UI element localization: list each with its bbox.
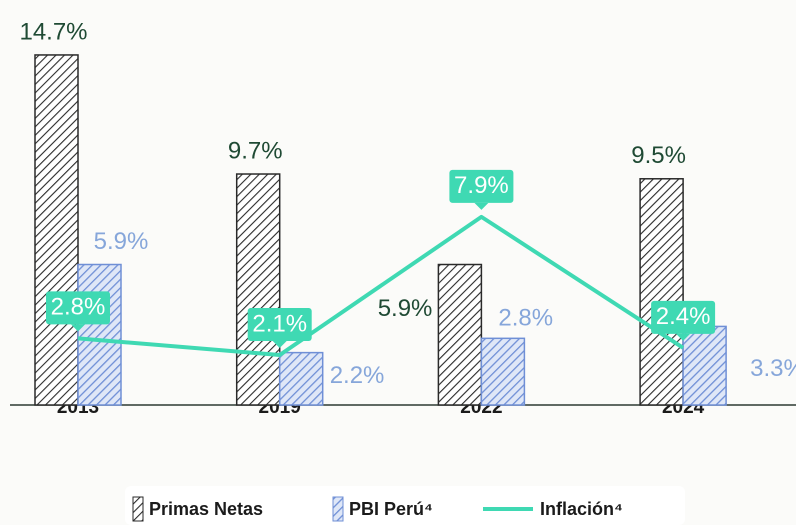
bar <box>683 326 726 405</box>
legend-label: PBI Perú⁴ <box>349 499 433 519</box>
bar <box>640 179 683 405</box>
label-pointer <box>474 203 488 210</box>
value-label: 2.4% <box>656 303 711 330</box>
value-label: 5.9% <box>378 295 433 322</box>
value-label: 3.3% <box>750 355 796 382</box>
value-label: 2.2% <box>330 362 385 389</box>
chart: 201320192022202414.7%9.7%5.9%9.5%5.9%2.2… <box>0 0 796 525</box>
bar <box>481 338 524 405</box>
bar <box>35 55 78 405</box>
legend-swatch <box>333 497 343 521</box>
bar <box>280 353 323 405</box>
legend-swatch <box>133 497 143 521</box>
bar <box>237 174 280 405</box>
value-label: 2.1% <box>252 310 307 337</box>
value-label: 14.7% <box>19 18 87 45</box>
bar <box>438 265 481 405</box>
value-label: 2.8% <box>51 294 106 321</box>
value-label: 2.8% <box>498 305 553 332</box>
value-label: 5.9% <box>94 228 149 255</box>
value-label: 7.9% <box>454 172 509 199</box>
legend-label: Inflación⁴ <box>540 499 623 519</box>
line <box>78 217 683 355</box>
legend-label: Primas Netas <box>149 499 263 519</box>
value-label: 9.7% <box>228 137 283 164</box>
value-label: 9.5% <box>631 142 686 169</box>
bar <box>78 265 121 405</box>
